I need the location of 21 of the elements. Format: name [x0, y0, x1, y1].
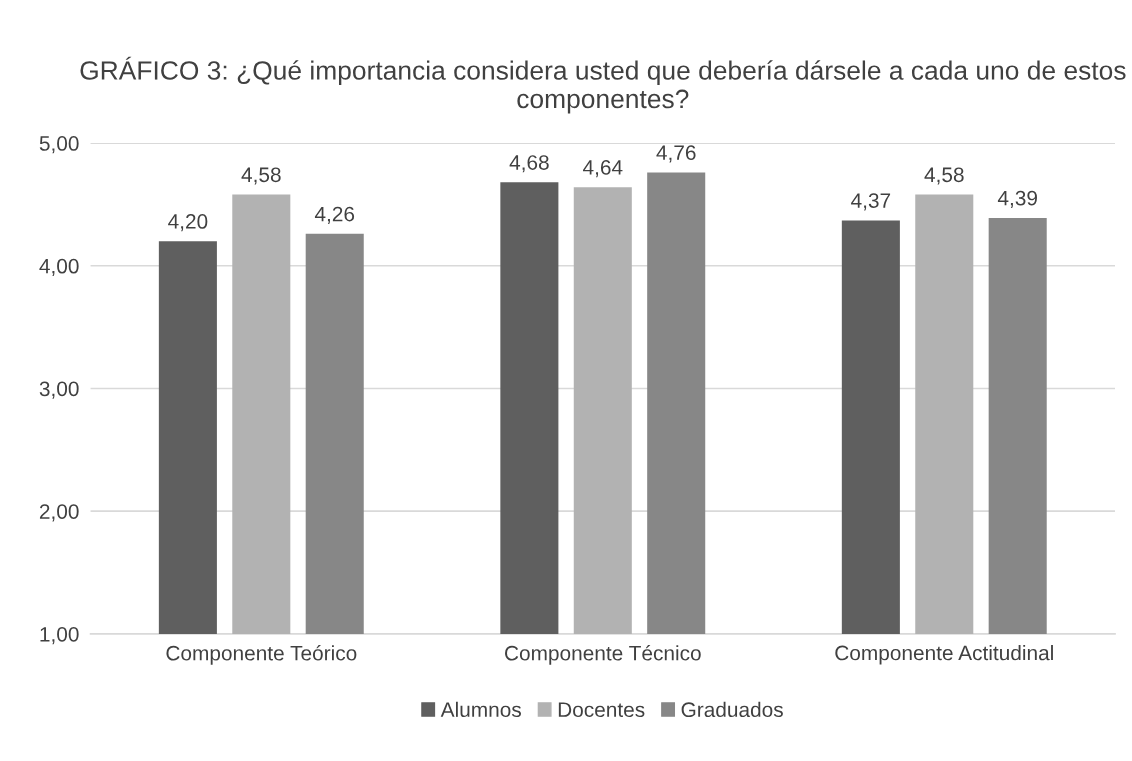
x-tick-label: Componente Técnico [505, 645, 701, 665]
x-tick-label: Componente Actitudinal [835, 645, 1053, 665]
legend-label: Alumnos [440, 701, 521, 718]
legend-label: Docentes [558, 702, 645, 718]
chart-title: GRÁFICO 3: ¿Qué importancia considera usted que debería dársele a cada uno de estos componentes? [80, 56, 1126, 114]
data-label: 4,58 [924, 167, 964, 185]
y-tick-label: 2,00 [39, 504, 79, 522]
data-label: 4,68 [509, 155, 549, 173]
y-tick-label: 1,00 [40, 626, 79, 645]
data-label: 4,26 [314, 206, 355, 224]
data-label: 4,20 [168, 214, 208, 232]
y-tick-label: 5,00 [39, 136, 79, 154]
data-label: 4,37 [851, 193, 891, 211]
data-label: 4,39 [997, 190, 1037, 208]
y-tick-label: 4,00 [39, 258, 79, 276]
x-tick-label: Componente Teórico [166, 645, 357, 665]
data-label: 4,76 [656, 145, 696, 163]
data-label: 4,64 [583, 160, 623, 178]
legend-label: Graduados [681, 701, 783, 718]
y-tick-label: 3,00 [39, 381, 79, 399]
data-label: 4,58 [241, 167, 281, 185]
